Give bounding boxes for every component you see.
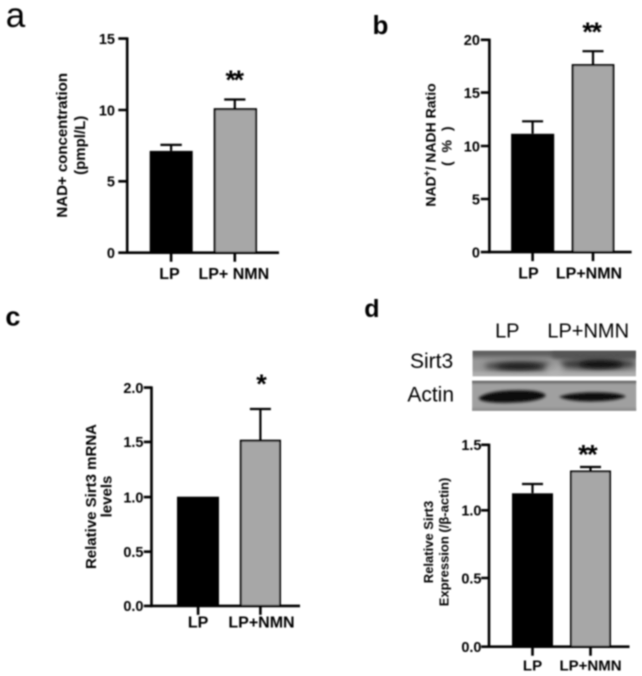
svg-text:Relative Sirt3Expression (/β-a: Relative Sirt3Expression (/β-actin) (421, 478, 452, 607)
svg-text:5: 5 (472, 192, 480, 208)
svg-text:LP+NMN: LP+NMN (547, 320, 629, 342)
svg-text:15: 15 (99, 32, 115, 48)
svg-text:2.0: 2.0 (123, 381, 143, 397)
svg-text:b: b (373, 10, 389, 40)
svg-text:LP+NMN: LP+NMN (556, 266, 622, 283)
svg-text:0.0: 0.0 (461, 640, 481, 656)
svg-text:LP: LP (523, 658, 542, 675)
svg-text:1.5: 1.5 (461, 438, 481, 454)
svg-text:0.5: 0.5 (461, 571, 481, 587)
svg-text:Actin: Actin (407, 384, 454, 407)
svg-text:20: 20 (464, 33, 480, 49)
svg-text:0: 0 (472, 245, 480, 261)
svg-text:LP: LP (159, 266, 180, 283)
svg-text:NAD+/ NADH Ratio( % ): NAD+/ NADH Ratio( % ) (423, 83, 455, 206)
svg-text:LP+NMN: LP+NMN (228, 615, 294, 632)
svg-text:*: * (256, 369, 267, 399)
svg-text:10: 10 (99, 103, 115, 119)
svg-text:LP+ NMN: LP+ NMN (198, 266, 269, 283)
svg-text:d: d (364, 295, 379, 323)
svg-text:0.0: 0.0 (123, 599, 143, 615)
svg-text:*: * (587, 440, 598, 470)
svg-text:*: * (233, 65, 244, 95)
svg-text:15: 15 (464, 86, 480, 102)
svg-text:LP: LP (495, 320, 519, 342)
svg-text:Relative Sirt3 mRNAlevels: Relative Sirt3 mRNAlevels (83, 424, 116, 569)
svg-text:*: * (578, 440, 589, 470)
svg-text:0: 0 (107, 246, 115, 262)
svg-text:*: * (582, 17, 593, 47)
svg-text:c: c (5, 301, 20, 331)
svg-text:1.5: 1.5 (123, 435, 143, 451)
svg-text:LP+NMN: LP+NMN (559, 658, 621, 675)
svg-text:1.0: 1.0 (461, 504, 481, 520)
svg-text:10: 10 (464, 139, 480, 155)
svg-text:LP: LP (518, 266, 539, 283)
svg-text:*: * (225, 65, 236, 95)
svg-text:a: a (6, 0, 26, 35)
svg-text:0.5: 0.5 (123, 545, 143, 561)
svg-text:Sirt3: Sirt3 (410, 350, 453, 373)
svg-text:NAD+ concentration(pmpl/L): NAD+ concentration(pmpl/L) (54, 73, 89, 218)
svg-text:*: * (591, 17, 602, 47)
svg-text:LP: LP (188, 615, 209, 632)
svg-text:1.0: 1.0 (123, 490, 143, 506)
svg-text:5: 5 (107, 175, 115, 191)
